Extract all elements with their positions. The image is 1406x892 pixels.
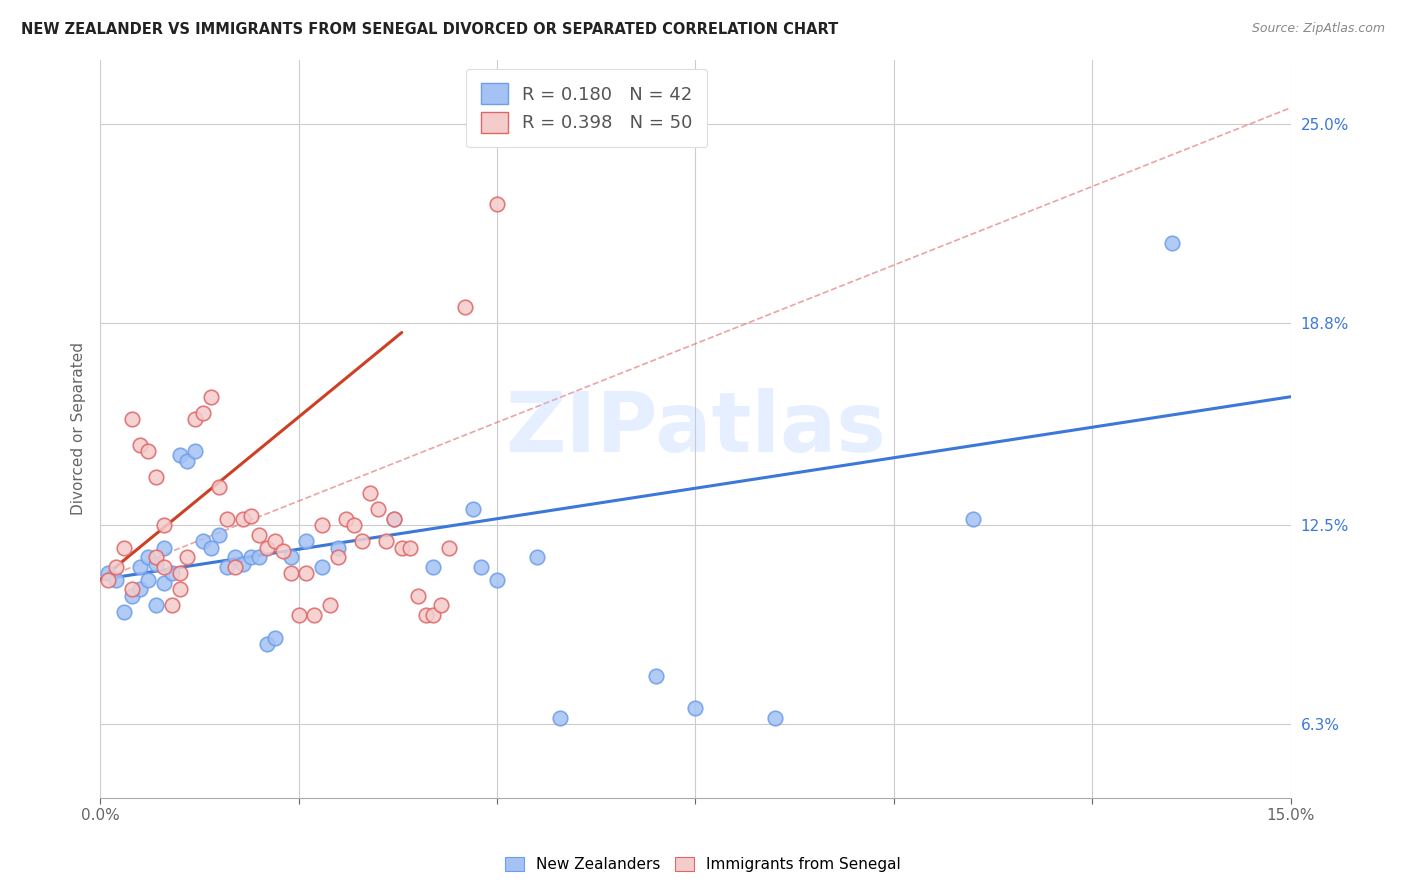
- Point: [128, 438, 150, 452]
- Point: [1160, 235, 1182, 250]
- Point: [232, 512, 254, 526]
- Text: ZIPatlas: ZIPatlas: [505, 388, 886, 469]
- Legend: New Zealanders, Immigrants from Senegal: New Zealanders, Immigrants from Senegal: [498, 849, 908, 880]
- Point: [256, 637, 278, 651]
- Text: NEW ZEALANDER VS IMMIGRANTS FROM SENEGAL DIVORCED OR SEPARATED CORRELATION CHART: NEW ZEALANDER VS IMMIGRANTS FROM SENEGAL…: [21, 22, 838, 37]
- Point: [485, 573, 508, 587]
- Point: [239, 508, 262, 523]
- Point: [335, 512, 357, 526]
- Point: [232, 557, 254, 571]
- Point: [121, 589, 143, 603]
- Text: Source: ZipAtlas.com: Source: ZipAtlas.com: [1251, 22, 1385, 36]
- Point: [152, 541, 174, 555]
- Point: [470, 560, 492, 574]
- Point: [454, 300, 477, 314]
- Point: [685, 701, 707, 715]
- Point: [280, 566, 302, 581]
- Point: [422, 608, 444, 623]
- Point: [193, 406, 215, 420]
- Point: [97, 573, 120, 587]
- Point: [263, 631, 285, 645]
- Point: [105, 560, 128, 574]
- Point: [128, 560, 150, 574]
- Point: [247, 550, 270, 565]
- Point: [169, 582, 191, 597]
- Point: [200, 390, 222, 404]
- Legend: R = 0.180   N = 42, R = 0.398   N = 50: R = 0.180 N = 42, R = 0.398 N = 50: [467, 69, 707, 147]
- Point: [382, 512, 405, 526]
- Point: [319, 599, 342, 613]
- Point: [152, 518, 174, 533]
- Point: [169, 566, 191, 581]
- Y-axis label: Divorced or Separated: Divorced or Separated: [72, 343, 86, 516]
- Point: [352, 534, 374, 549]
- Point: [439, 541, 461, 555]
- Point: [485, 197, 508, 211]
- Point: [391, 541, 413, 555]
- Point: [145, 599, 167, 613]
- Point: [136, 573, 159, 587]
- Point: [422, 560, 444, 574]
- Point: [217, 560, 239, 574]
- Point: [287, 608, 309, 623]
- Point: [962, 512, 984, 526]
- Point: [217, 512, 239, 526]
- Point: [184, 444, 207, 458]
- Point: [359, 486, 381, 500]
- Point: [128, 582, 150, 597]
- Point: [184, 412, 207, 426]
- Point: [97, 566, 120, 581]
- Point: [176, 454, 198, 468]
- Point: [367, 502, 389, 516]
- Point: [406, 589, 429, 603]
- Point: [328, 541, 350, 555]
- Point: [526, 550, 548, 565]
- Point: [136, 550, 159, 565]
- Point: [152, 560, 174, 574]
- Point: [200, 541, 222, 555]
- Point: [382, 512, 405, 526]
- Point: [112, 605, 135, 619]
- Point: [763, 711, 786, 725]
- Point: [256, 541, 278, 555]
- Point: [398, 541, 420, 555]
- Point: [176, 550, 198, 565]
- Point: [145, 550, 167, 565]
- Point: [311, 518, 333, 533]
- Point: [280, 550, 302, 565]
- Point: [304, 608, 326, 623]
- Point: [169, 448, 191, 462]
- Point: [263, 534, 285, 549]
- Point: [208, 480, 231, 494]
- Point: [271, 544, 294, 558]
- Point: [145, 470, 167, 484]
- Point: [295, 534, 318, 549]
- Point: [415, 608, 437, 623]
- Point: [112, 541, 135, 555]
- Point: [463, 502, 485, 516]
- Point: [105, 573, 128, 587]
- Point: [295, 566, 318, 581]
- Point: [374, 534, 396, 549]
- Point: [136, 444, 159, 458]
- Point: [430, 599, 453, 613]
- Point: [145, 557, 167, 571]
- Point: [311, 560, 333, 574]
- Point: [550, 711, 572, 725]
- Point: [121, 412, 143, 426]
- Point: [121, 582, 143, 597]
- Point: [343, 518, 366, 533]
- Point: [160, 599, 183, 613]
- Point: [193, 534, 215, 549]
- Point: [239, 550, 262, 565]
- Point: [160, 566, 183, 581]
- Point: [152, 576, 174, 591]
- Point: [208, 528, 231, 542]
- Point: [644, 669, 666, 683]
- Point: [247, 528, 270, 542]
- Point: [328, 550, 350, 565]
- Point: [224, 560, 246, 574]
- Point: [224, 550, 246, 565]
